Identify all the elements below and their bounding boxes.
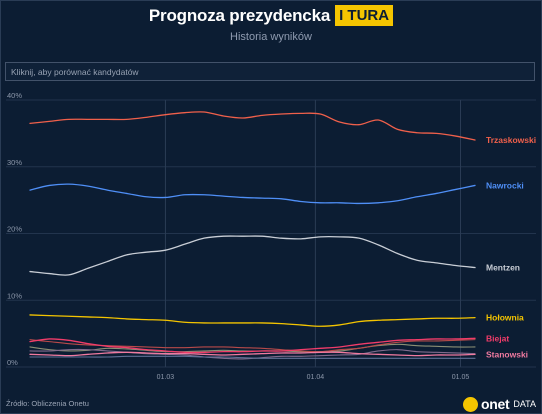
y-tick-label: 30% [7, 158, 22, 167]
y-tick-label: 40% [7, 91, 22, 100]
series-label-ho-ownia: Hołownia [486, 313, 524, 323]
x-tick-label: 01.03 [157, 374, 175, 381]
y-tick-label: 0% [7, 358, 18, 367]
source-note: Źródło: Obliczenia Onetu [6, 399, 89, 408]
y-tick-label: 10% [7, 291, 22, 300]
onet-logo-icon [462, 396, 478, 412]
series-line-stanowski [29, 351, 476, 357]
series-label-stanowski: Stanowski [486, 349, 528, 359]
series-line-ho-ownia [29, 314, 476, 327]
y-tick-label: 20% [7, 225, 22, 234]
x-tick-label: 01.04 [307, 374, 325, 381]
series-line-mentzen [29, 235, 476, 276]
logo-text: onet [480, 396, 510, 412]
series-line-trzaskowski [29, 111, 476, 141]
round-badge: I TURA [335, 5, 394, 26]
title-row: Prognoza prezydencka I TURA [0, 5, 542, 26]
series-line-other-candidate [29, 355, 476, 359]
onet-data-logo[interactable]: onet DATA [462, 396, 536, 412]
series-label-biejat: Biejat [486, 333, 509, 343]
series-line-nawrocki [29, 183, 476, 205]
chart-title: Prognoza prezydencka [148, 5, 331, 25]
series-label-trzaskowski: Trzaskowski [486, 135, 536, 145]
candidate-compare-input[interactable] [5, 62, 535, 81]
series-label-nawrocki: Nawrocki [486, 180, 524, 190]
chart-subtitle: Historia wyników [230, 31, 312, 43]
series-label-mentzen: Mentzen [486, 263, 520, 273]
logo-suffix: DATA [513, 399, 536, 409]
x-tick-label: 01.05 [452, 374, 470, 381]
series-line-biejat [29, 337, 476, 354]
